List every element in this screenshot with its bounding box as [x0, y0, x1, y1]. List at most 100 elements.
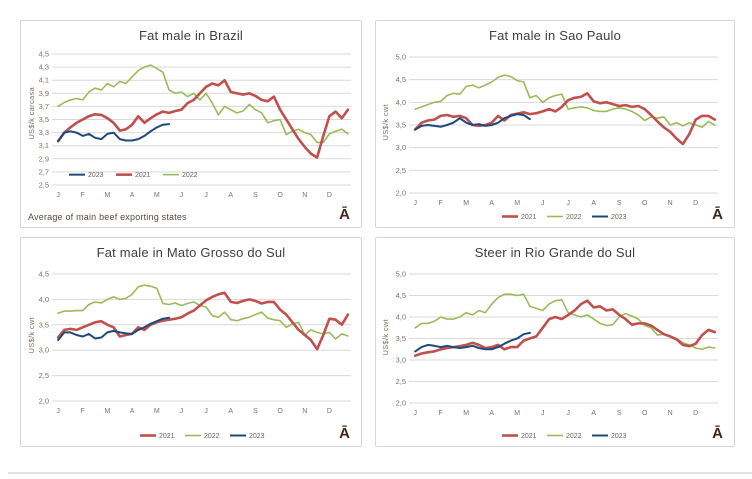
y-tick-label: 3,0	[396, 143, 406, 152]
x-month-label: M	[463, 410, 469, 417]
y-tick-label: 3,5	[39, 115, 49, 124]
y-tick-label: 3,0	[39, 346, 49, 355]
x-month-label: O	[642, 410, 648, 417]
watermark-logo-icon: Ā	[339, 206, 350, 223]
x-month-label: M	[154, 408, 160, 415]
series-line-2023	[57, 316, 171, 341]
y-tick-label: 4,0	[396, 98, 406, 107]
x-month-label: A	[130, 192, 135, 199]
legend-label-2023: 2023	[611, 214, 627, 221]
y-tick-label: 2,5	[39, 181, 49, 190]
y-tick-label: 2,7	[39, 167, 49, 176]
series-line-2022	[57, 64, 349, 144]
chart-footnote: Average of main beef exporting states	[28, 212, 187, 222]
y-tick-label: 5,0	[396, 53, 406, 62]
x-month-label: D	[327, 192, 332, 199]
y-tick-label: 3,5	[39, 320, 49, 329]
y-tick-label: 3,5	[396, 121, 406, 130]
x-month-label: D	[693, 410, 698, 417]
line-chart-brazil: 2,5 2,7 2,9 3,1 3,3 3,5 3,7 3,9 4,1 4,3 4,5 J F M A M J J…	[39, 50, 351, 199]
line-chart-mato-grosso: 2,0 2,5 3,0 3,5 4,0 4,5 J F M A M J J A S O N D 2021 2022 20…	[39, 270, 351, 440]
y-tick-label: 4,0	[396, 313, 406, 322]
x-month-label: S	[253, 408, 258, 415]
y-tick-label: 3,7	[39, 102, 49, 111]
x-month-label: N	[302, 192, 307, 199]
bottom-divider	[8, 472, 752, 474]
legend-label-2022: 2022	[182, 172, 198, 179]
y-tick-label: 3,9	[39, 89, 49, 98]
chart-panel-fat-male-mato-grosso: Fat male in Mato Grosso do Sul US$/k cwt…	[20, 237, 362, 447]
series-line-2023	[414, 331, 531, 353]
y-tick-label: 4,3	[39, 63, 49, 72]
y-tick-label: 4,5	[39, 50, 49, 59]
series-line-2022	[414, 293, 716, 351]
chart-panel-fat-male-sao-paulo: Fat male in Sao Paulo US$/k cwt 2,0 2,5 3,…	[375, 20, 735, 228]
x-month-label: J	[566, 200, 570, 207]
legend-label-2022: 2022	[204, 433, 220, 440]
line-chart-rio-grande: 2,0 2,5 3,0 3,5 4,0 4,5 5,0 J F M A M J J A S O N D 2021 202…	[396, 270, 718, 440]
x-month-label: F	[81, 192, 85, 199]
x-month-label: N	[302, 408, 307, 415]
x-month-label: J	[56, 408, 60, 415]
legend-label-2021: 2021	[135, 172, 151, 179]
y-tick-label: 4,0	[39, 295, 49, 304]
y-tick-label: 3,0	[396, 356, 406, 365]
x-month-label: J	[56, 192, 60, 199]
line-chart-sao-paulo: 2,0 2,5 3,0 3,5 4,0 4,5 5,0 J F M A M J J A S O N D 2021 202…	[396, 53, 718, 221]
chart-title: Steer in Rio Grande do Sul	[474, 245, 636, 260]
x-month-label: N	[668, 410, 673, 417]
y-tick-label: 4,1	[39, 76, 49, 85]
x-month-label: O	[277, 408, 283, 415]
y-tick-label: 2,0	[39, 397, 49, 406]
x-month-label: F	[439, 200, 443, 207]
x-month-label: F	[81, 408, 85, 415]
watermark-logo-icon: Ā	[339, 425, 350, 442]
chart-title: Fat male in Brazil	[138, 28, 244, 43]
legend-label-2023: 2023	[611, 433, 627, 440]
x-month-label: O	[277, 192, 283, 199]
series-line-2021	[56, 291, 350, 351]
x-month-label: M	[104, 408, 110, 415]
x-month-label: S	[617, 410, 622, 417]
x-month-label: J	[413, 200, 417, 207]
y-tick-label: 2,5	[396, 166, 406, 175]
y-tick-label: 3,1	[39, 141, 49, 150]
x-month-label: S	[617, 200, 622, 207]
x-month-label: J	[204, 408, 208, 415]
y-tick-label: 3,3	[39, 128, 49, 137]
x-month-label: J	[180, 408, 184, 415]
watermark-logo-icon: Ā	[712, 206, 723, 223]
x-month-label: S	[253, 192, 258, 199]
chart-title: Fat male in Mato Grosso do Sul	[96, 245, 286, 260]
watermark-logo-icon: Ā	[712, 425, 723, 442]
legend-label-2023: 2023	[249, 433, 265, 440]
series-line-2021	[413, 299, 717, 357]
x-month-label: J	[413, 410, 417, 417]
legend-label-2021: 2021	[521, 433, 537, 440]
x-month-label: J	[541, 410, 545, 417]
y-tick-label: 4,5	[396, 75, 406, 84]
x-month-label: A	[489, 410, 494, 417]
x-month-label: D	[327, 408, 332, 415]
x-month-label: D	[693, 200, 698, 207]
x-month-label: J	[541, 200, 545, 207]
x-month-label: A	[591, 410, 596, 417]
x-month-label: J	[180, 192, 184, 199]
x-month-label: F	[439, 410, 443, 417]
series-line-2022	[57, 284, 349, 340]
y-tick-label: 2,9	[39, 154, 49, 163]
x-month-label: O	[642, 200, 648, 207]
x-month-label: A	[130, 408, 135, 415]
x-month-label: J	[566, 410, 570, 417]
x-month-label: M	[154, 192, 160, 199]
x-month-label: N	[668, 200, 673, 207]
legend-label-2022: 2022	[566, 214, 582, 221]
chart-title: Fat male in Sao Paulo	[488, 28, 622, 43]
legend-label-2022: 2022	[566, 433, 582, 440]
y-tick-label: 4,5	[396, 291, 406, 300]
x-month-label: J	[204, 192, 208, 199]
y-tick-label: 3,5	[396, 334, 406, 343]
series-line-2021	[413, 91, 717, 146]
y-tick-label: 2,5	[396, 377, 406, 386]
